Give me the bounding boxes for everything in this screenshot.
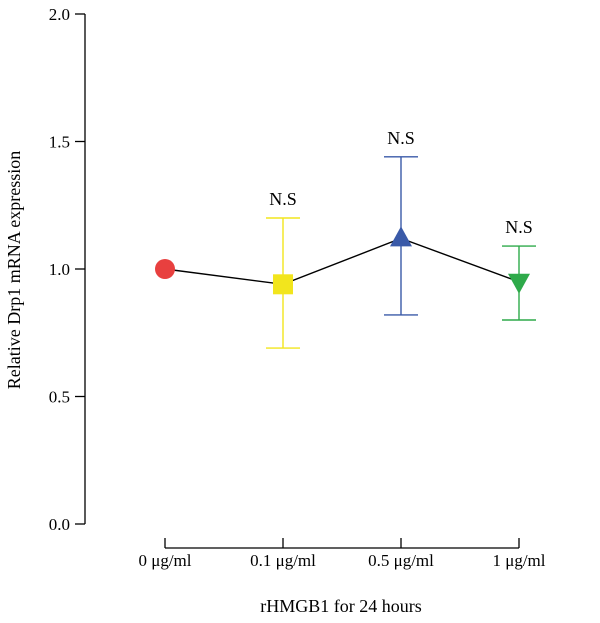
x-tick-label: 0 μg/ml — [138, 551, 191, 570]
plot-area: N.S N.S N.S — [155, 128, 536, 349]
y-axis-title: Relative Drp1 mRNA expression — [4, 151, 24, 389]
series-line — [164, 237, 520, 286]
x-tick-label: 0.1 μg/ml — [250, 551, 316, 570]
data-point — [390, 226, 412, 247]
data-point — [508, 273, 530, 294]
x-axis-title: rHMGB1 for 24 hours — [260, 596, 422, 616]
significance-label: N.S — [505, 217, 533, 237]
significance-label: N.S — [387, 128, 415, 148]
y-tick-label: 2.0 — [49, 5, 70, 24]
y-tick-label: 1.0 — [49, 260, 70, 279]
y-tick-label: 0.0 — [49, 515, 70, 534]
significance-label: N.S — [269, 189, 297, 209]
y-tick-label: 1.5 — [49, 133, 70, 152]
data-point — [155, 259, 175, 279]
x-tick-label: 1 μg/ml — [492, 551, 545, 570]
data-point — [273, 274, 293, 295]
x-axis: 0 μg/ml 0.1 μg/ml 0.5 μg/ml 1 μg/ml — [138, 538, 546, 570]
y-tick-label: 0.5 — [49, 388, 70, 407]
x-tick-label: 0.5 μg/ml — [368, 551, 434, 570]
y-axis: 0.0 0.5 1.0 1.5 2.0 — [49, 5, 86, 534]
